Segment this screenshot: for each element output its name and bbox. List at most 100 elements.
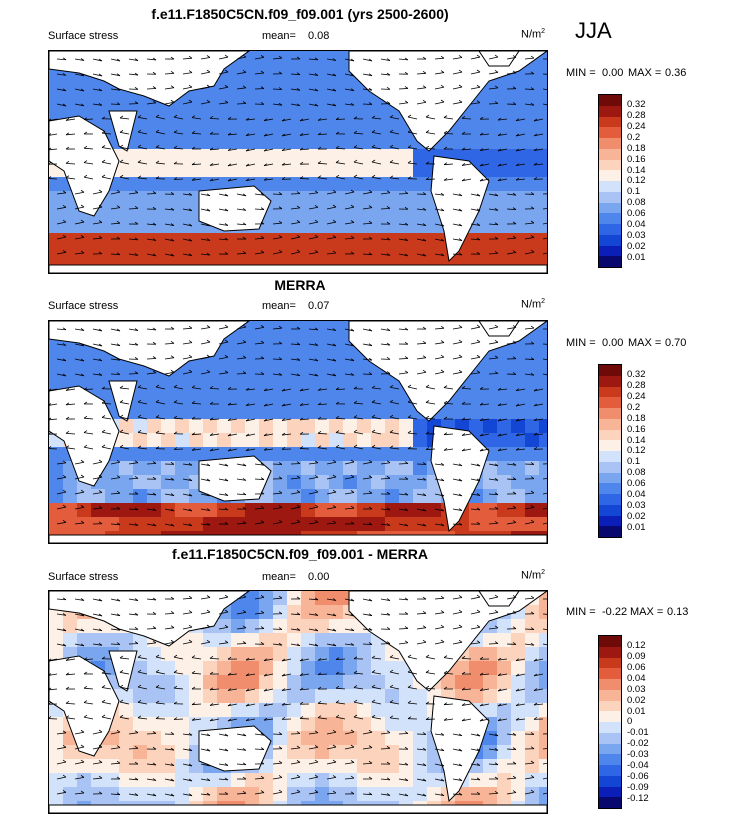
wind-arrow — [146, 358, 157, 360]
field-cell — [329, 703, 344, 718]
field-cell — [273, 689, 288, 704]
field-cell — [273, 745, 288, 760]
wind-arrow — [317, 403, 328, 406]
wind-arrow-head — [119, 684, 124, 688]
wind-arrow — [362, 613, 373, 617]
wind-arrow — [452, 508, 463, 511]
field-cell — [189, 107, 204, 122]
wind-arrow — [389, 146, 400, 150]
wind-arrow-head — [152, 206, 157, 210]
wind-arrow — [92, 492, 103, 495]
wind-arrow — [308, 221, 319, 225]
wind-arrow — [74, 628, 85, 632]
wind-arrow-head — [281, 403, 286, 407]
wind-arrow — [92, 343, 103, 347]
wind-arrow-head — [242, 748, 247, 751]
field-cell — [133, 233, 148, 248]
wind-arrow — [353, 687, 364, 690]
wind-arrow — [92, 103, 103, 106]
wind-arrow — [506, 463, 517, 466]
wind-arrow-head — [296, 612, 301, 616]
field-cell — [161, 503, 176, 518]
wind-arrow — [308, 506, 319, 510]
field-cell — [329, 233, 344, 248]
wind-arrow — [254, 733, 265, 736]
field-cell — [175, 247, 190, 262]
wind-arrow-head — [134, 523, 139, 526]
field-cell — [483, 773, 498, 788]
field-cell — [189, 633, 204, 648]
field-cell — [189, 93, 204, 108]
wind-arrow-head — [317, 672, 322, 676]
wind-arrow-head — [281, 418, 286, 421]
field-cell — [217, 363, 232, 378]
wind-arrow — [308, 328, 319, 331]
wind-arrow — [128, 238, 139, 241]
wind-arrow-head — [458, 595, 463, 598]
field-cell — [259, 163, 274, 178]
field-cell — [301, 619, 316, 634]
wind-arrow-head — [137, 129, 142, 133]
field-cell — [77, 633, 92, 648]
wind-arrow — [326, 58, 337, 61]
land-masses — [49, 321, 547, 543]
wind-arrow-head — [299, 118, 304, 122]
wind-arrow-head — [62, 628, 67, 632]
field-cell — [231, 703, 246, 718]
wind-arrow-head — [188, 325, 193, 329]
field-cell — [119, 461, 134, 476]
wind-arrow — [506, 237, 517, 240]
wind-arrow — [335, 118, 346, 121]
wind-arrow-head — [404, 356, 409, 359]
wind-arrow — [227, 718, 238, 722]
wind-arrow-head — [245, 418, 250, 422]
wind-arrow-head — [116, 328, 121, 332]
wind-arrow — [74, 643, 85, 647]
wind-arrow-head — [49, 673, 52, 676]
wind-arrow — [407, 671, 418, 675]
wind-arrow-head — [80, 73, 85, 77]
wind-arrow — [452, 463, 463, 467]
field-cell — [147, 419, 162, 434]
wind-arrow — [461, 718, 472, 722]
field-cell — [525, 661, 540, 676]
wind-arrow-head — [476, 507, 481, 511]
wind-arrow-head — [497, 657, 502, 661]
wind-arrow — [200, 463, 211, 467]
wind-arrow-head — [188, 595, 193, 599]
land-masses — [49, 591, 547, 813]
wind-arrow-head — [332, 88, 337, 92]
field-cell — [483, 247, 498, 262]
field-cell — [287, 461, 302, 476]
wind-arrow — [290, 236, 301, 240]
wind-arrow — [515, 118, 526, 122]
field-cell — [63, 745, 78, 760]
wind-arrow — [137, 177, 148, 180]
wind-arrow-head — [260, 207, 265, 210]
wind-arrow — [434, 238, 445, 242]
field-cell — [301, 51, 316, 66]
wind-arrow — [254, 326, 265, 330]
wind-arrow-head — [155, 430, 160, 434]
panel-2-min-label: MIN = — [566, 337, 596, 349]
wind-arrow — [407, 401, 418, 405]
wind-arrow-head — [530, 357, 535, 360]
field-cell — [133, 773, 148, 788]
field-cell — [147, 149, 162, 164]
wind-arrow-head — [494, 492, 499, 496]
wind-arrow-head — [317, 175, 322, 179]
wind-arrow-head — [296, 342, 301, 346]
wind-arrow — [155, 686, 166, 690]
field-cell — [497, 247, 512, 262]
wind-arrow — [191, 433, 202, 436]
wind-arrow-head — [209, 163, 214, 166]
field-cell — [259, 79, 274, 94]
wind-arrow-head — [296, 475, 301, 479]
wind-arrow-head — [296, 205, 301, 209]
wind-arrow — [326, 522, 337, 525]
wind-arrow-head — [386, 777, 391, 781]
wind-arrow — [344, 237, 355, 240]
field-cell — [301, 93, 316, 108]
field-cell — [469, 121, 484, 136]
field-cell — [245, 391, 260, 406]
